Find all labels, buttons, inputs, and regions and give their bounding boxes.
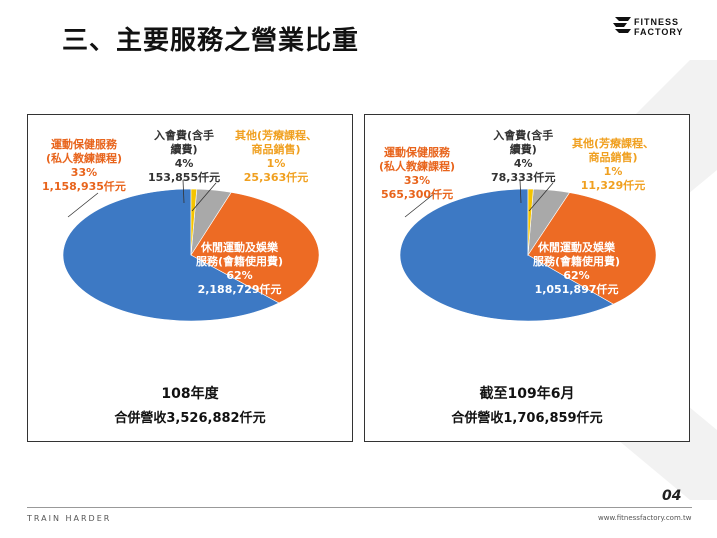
leader-line-personal-training xyxy=(67,192,99,218)
chart-title-108: 108年度 xyxy=(161,386,219,402)
membership-fee-slice xyxy=(399,188,615,322)
other-services-slice xyxy=(527,188,534,256)
slice-label-membership: 休閒運動及娛樂 服務(會籍使用費) 62% 1,051,897仟元 xyxy=(533,241,621,296)
slice-label-personal-training: 運動保健服務 (私人教練課程) 33% 565,300仟元 xyxy=(379,146,456,201)
leader-line-other xyxy=(191,182,217,212)
personal-training-slice xyxy=(527,192,657,305)
page-number: 04 xyxy=(662,488,682,504)
chart-title-109: 截至109年6月 xyxy=(479,386,575,402)
leader-line-personal-training xyxy=(404,192,436,218)
slide-title: 三、主要服務之營業比重 xyxy=(62,26,360,56)
pie-chart-108 xyxy=(62,179,320,322)
chart-panel-109: 運動保健服務 (私人教練課程) 33% 565,300仟元 入會費(含手 續費)… xyxy=(364,114,690,442)
total-revenue-109: 合併營收1,706,859仟元 xyxy=(451,411,603,426)
logo-text-line2: FACTORY xyxy=(634,27,684,37)
leader-line-other xyxy=(528,182,554,212)
pie-chart-109 xyxy=(399,179,657,322)
leader-line-entry-fee xyxy=(182,179,185,204)
footer-website: www.fitnessfactory.com.tw xyxy=(598,514,692,522)
slice-label-entry-fee: 入會費(含手 續費) 4% 153,855仟元 xyxy=(148,129,221,184)
slice-label-entry-fee: 入會費(含手 續費) 4% 78,333仟元 xyxy=(491,129,556,184)
slice-label-personal-training: 運動保健服務 (私人教練課程) 33% 1,158,935仟元 xyxy=(42,138,126,193)
slice-label-other: 其他(芳療課程、 商品銷售) 1% 25,363仟元 xyxy=(235,129,318,184)
total-revenue-108: 合併營收3,526,882仟元 xyxy=(114,411,266,426)
logo-text-line1: FITNESS xyxy=(634,17,680,27)
slice-label-other: 其他(芳療課程、 商品銷售) 1% 11,329仟元 xyxy=(572,137,655,192)
footer-slogan: TRAIN HARDER xyxy=(27,514,112,523)
chart-panel-108: 運動保健服務 (私人教練課程) 33% 1,158,935仟元 入會費(含手 續… xyxy=(27,114,353,442)
membership-fee-slice xyxy=(62,188,280,322)
slice-label-membership: 休閒運動及娛樂 服務(會籍使用費) 62% 2,188,729仟元 xyxy=(196,241,284,296)
personal-training-slice xyxy=(190,192,320,304)
fitness-factory-logo: FITNESS FACTORY xyxy=(612,16,698,38)
other-services-slice xyxy=(190,188,198,256)
leader-line-entry-fee xyxy=(519,179,522,204)
footer-divider xyxy=(27,507,692,508)
